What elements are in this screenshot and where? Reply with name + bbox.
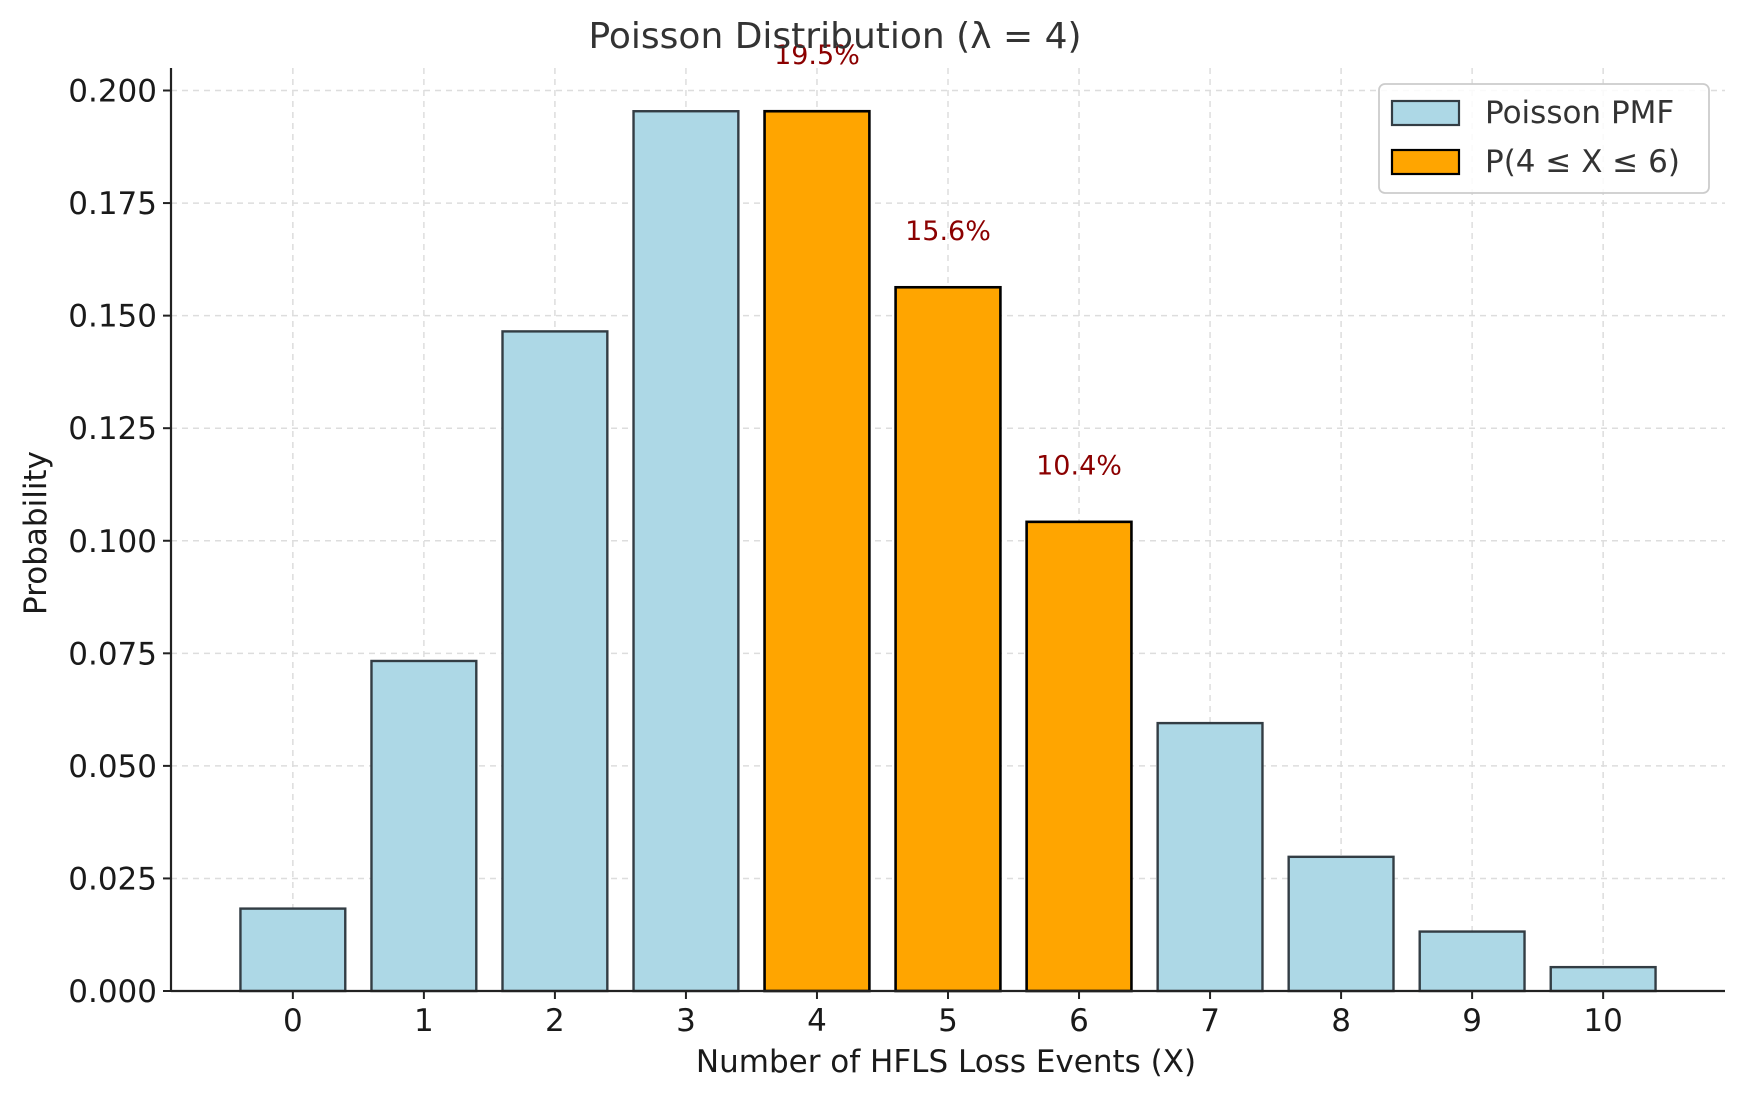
bar: [632, 110, 740, 993]
y-tick-label: 0.075: [68, 636, 157, 672]
y-tick-label: 0.025: [68, 861, 157, 897]
legend-label: P(4 ≤ X ≤ 6): [1485, 144, 1680, 180]
x-tick-label: 5: [938, 1003, 958, 1039]
x-axis-label: Number of HFLS Loss Events (X): [696, 1044, 1196, 1080]
y-tick-label: 0.050: [68, 749, 157, 785]
bar-value-label: 15.6%: [905, 216, 991, 247]
y-tick-label: 0.100: [68, 524, 157, 560]
y-axis-label: Probability: [18, 451, 54, 615]
legend-frame: [1378, 83, 1710, 194]
x-tick-label: 0: [283, 1003, 303, 1039]
legend: Poisson PMF P(4 ≤ X ≤ 6): [1378, 83, 1710, 194]
x-tick-label: 2: [545, 1003, 565, 1039]
bar-value-label: 10.4%: [1036, 451, 1122, 482]
y-tick-label: 0.200: [68, 74, 157, 110]
x-tick-label: 9: [1462, 1003, 1482, 1039]
y-tick-label: 0.125: [68, 411, 157, 447]
y-tick-label: 0.150: [68, 299, 157, 335]
chart-title: Poisson Distribution (λ = 4): [588, 16, 1081, 57]
bar-highlighted: [1025, 520, 1133, 993]
bar: [1418, 930, 1526, 993]
bar-annotations: 19.5% 15.6% 10.4%: [774, 40, 1122, 482]
x-tick-label: 4: [807, 1003, 827, 1039]
legend-swatch: [1390, 148, 1461, 176]
y-tick-label: 0.000: [68, 974, 157, 1010]
x-tick-label: 8: [1331, 1003, 1351, 1039]
x-tick-label: 3: [676, 1003, 696, 1039]
bar: [1549, 965, 1657, 993]
legend-label: Poisson PMF: [1485, 95, 1674, 131]
bars: [239, 109, 1657, 993]
y-tick-label: 0.175: [68, 186, 157, 222]
bar-highlighted: [763, 109, 871, 993]
bar: [1156, 721, 1264, 993]
bar: [370, 659, 478, 993]
legend-swatch: [1390, 99, 1461, 127]
x-tick-label: 10: [1583, 1003, 1622, 1039]
bar-highlighted: [894, 285, 1002, 993]
x-tick-label: 7: [1200, 1003, 1220, 1039]
bar: [1287, 855, 1395, 993]
bar: [239, 907, 347, 993]
bar: [501, 330, 609, 993]
bar-value-label: 19.5%: [774, 40, 860, 71]
axes: 0.000 0.025 0.050 0.075 0.100 0.125 0.150 0.175…: [68, 68, 1725, 1039]
x-tick-label: 6: [1069, 1003, 1089, 1039]
x-tick-label: 1: [414, 1003, 434, 1039]
